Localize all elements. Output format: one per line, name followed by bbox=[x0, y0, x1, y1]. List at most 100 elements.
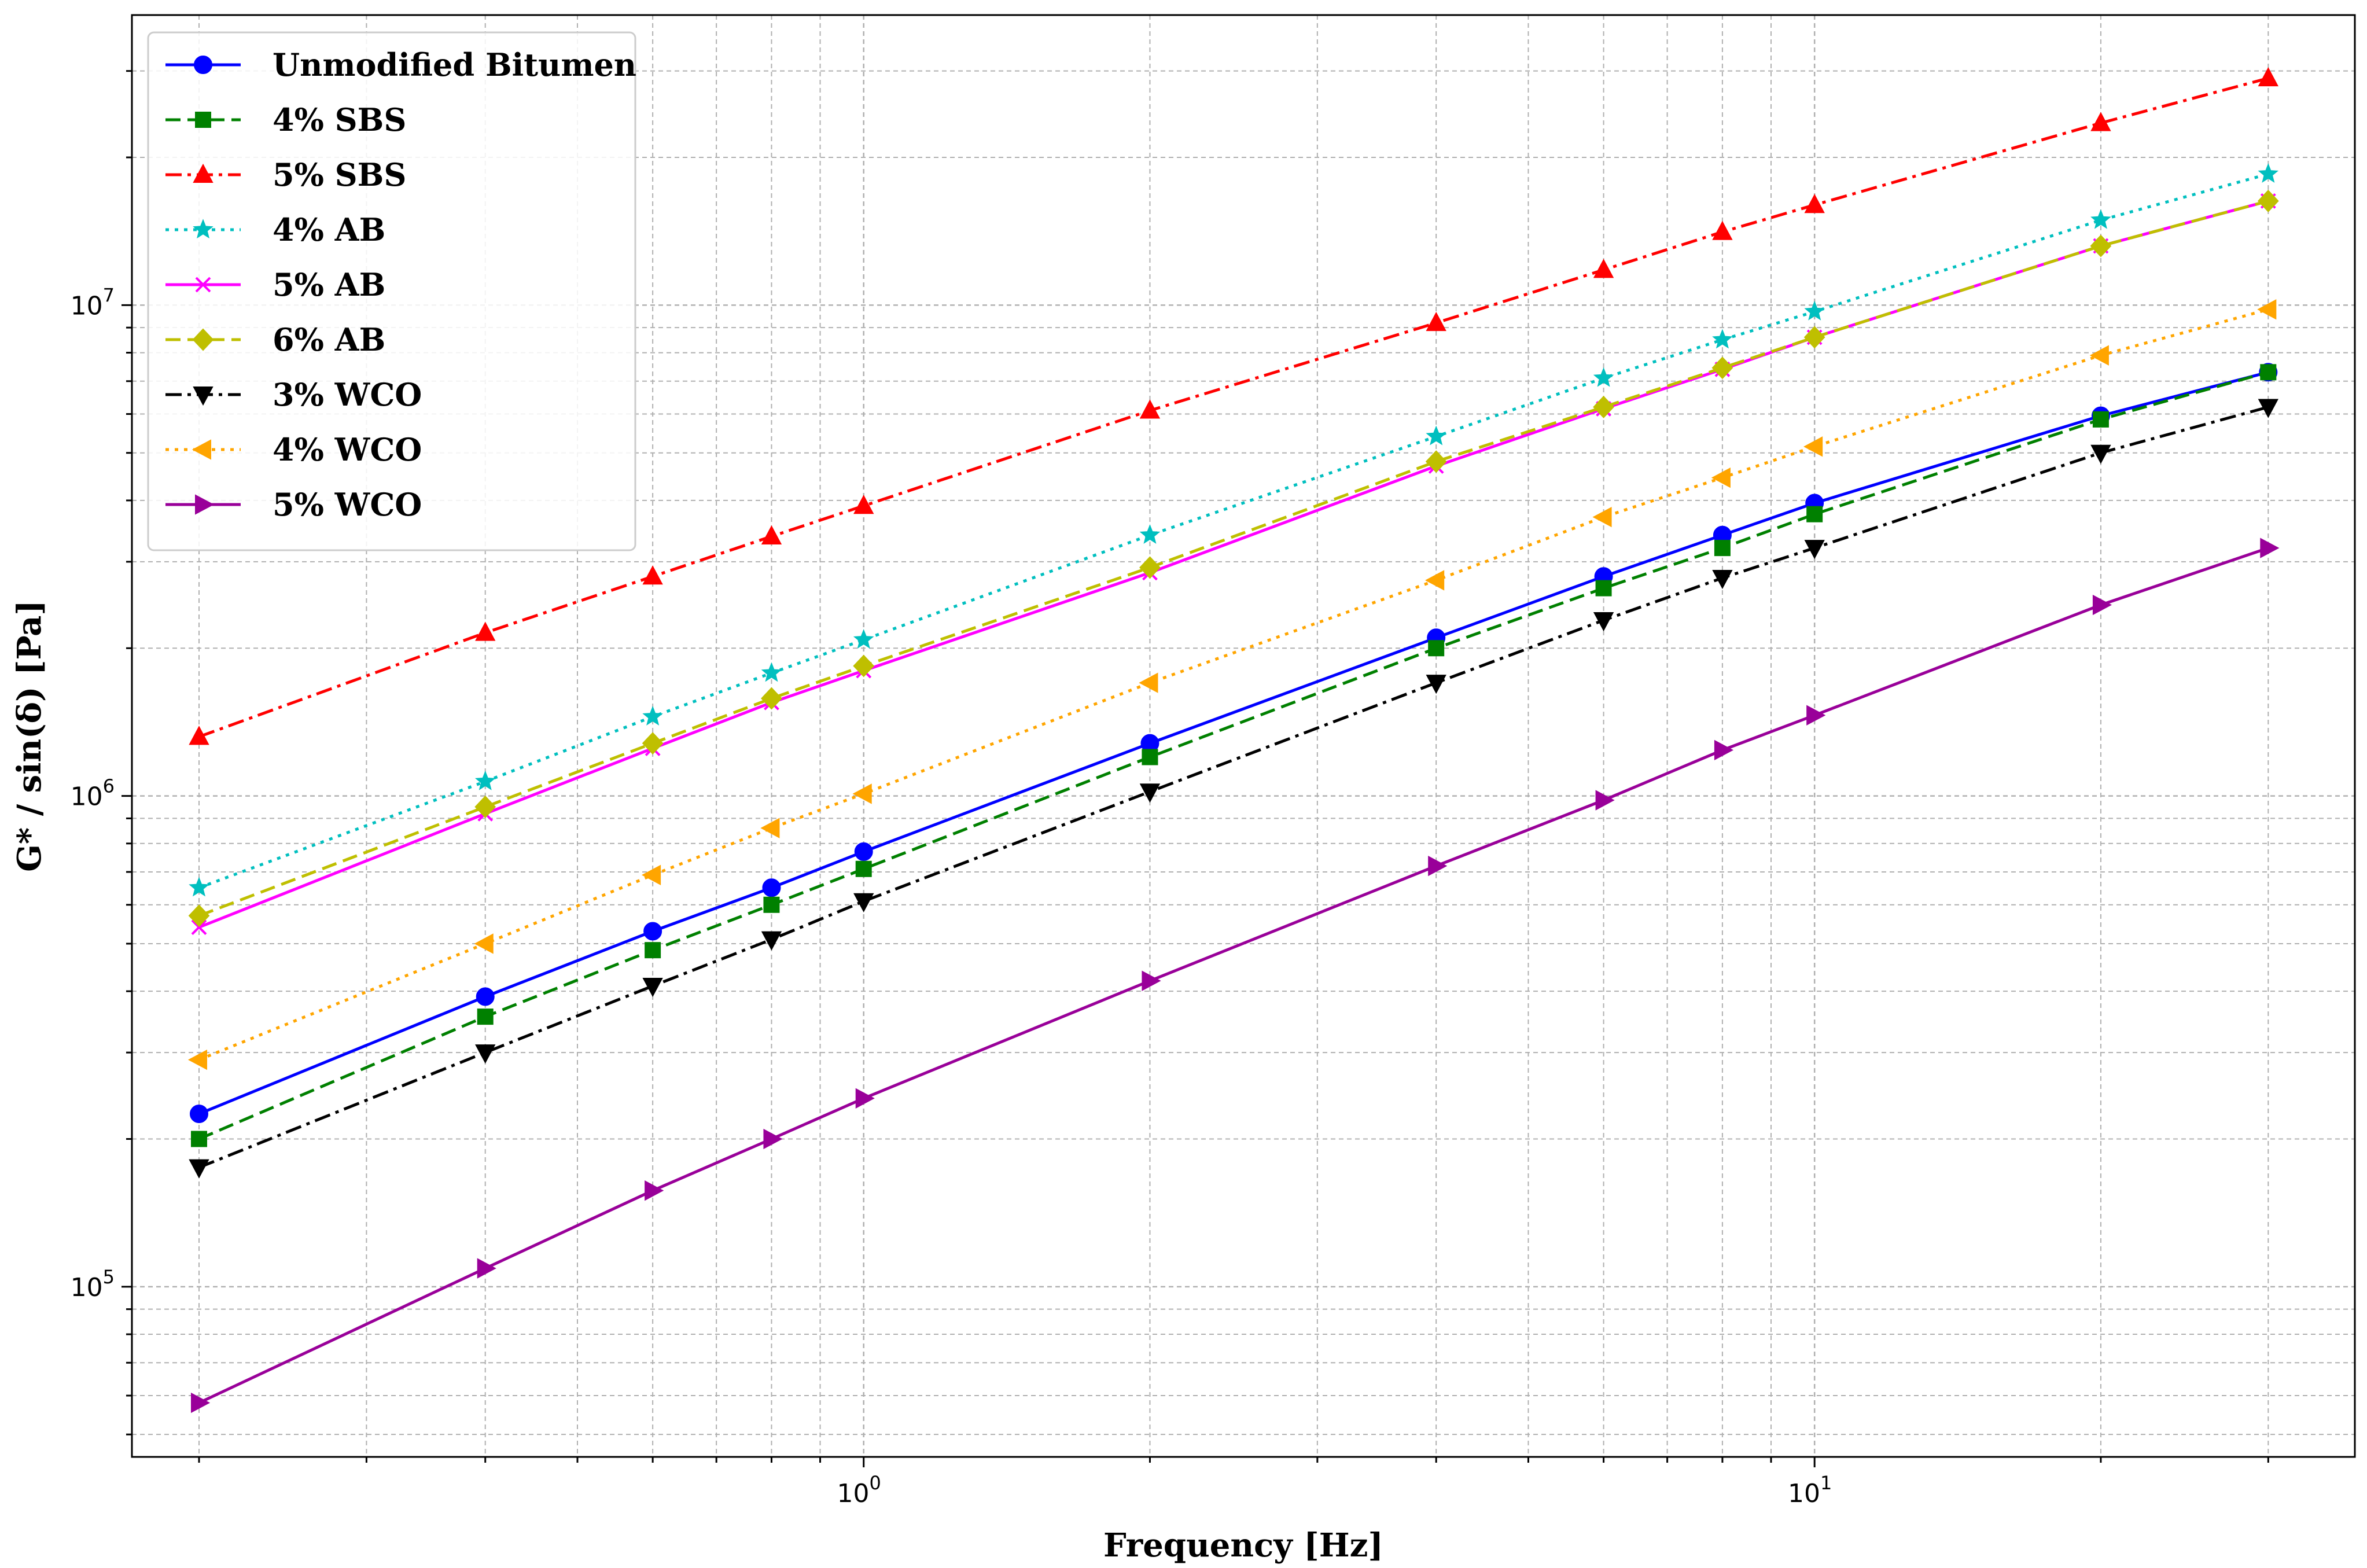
data-point bbox=[853, 893, 874, 912]
series-3 bbox=[189, 163, 2279, 897]
data-point bbox=[1139, 556, 1161, 579]
series-8 bbox=[190, 538, 2280, 1414]
data-point bbox=[763, 1128, 783, 1150]
y-tick-label: 105 bbox=[71, 1266, 115, 1302]
legend-marker bbox=[195, 494, 215, 515]
data-point bbox=[2257, 299, 2277, 320]
data-point bbox=[2258, 163, 2279, 183]
data-point bbox=[2089, 345, 2109, 366]
x-tick-label-base: 10 bbox=[1788, 1479, 1820, 1508]
series-line bbox=[198, 370, 2269, 1116]
data-point bbox=[1804, 540, 1825, 560]
legend-marker bbox=[193, 387, 213, 406]
y-tick-label-exponent: 5 bbox=[103, 1266, 115, 1288]
legend-marker bbox=[193, 163, 213, 183]
data-point bbox=[853, 654, 875, 678]
legend-label: Unmodified Bitumen bbox=[273, 46, 636, 83]
legend-marker bbox=[193, 219, 213, 239]
legend-item: 5% SBS bbox=[165, 156, 406, 193]
series-line bbox=[198, 370, 2269, 1140]
data-point bbox=[474, 796, 496, 818]
data-point bbox=[1593, 396, 1614, 418]
data-point bbox=[642, 864, 661, 885]
data-point bbox=[1426, 311, 1446, 332]
y-tick-label-base: 10 bbox=[71, 1273, 103, 1302]
data-point bbox=[1425, 570, 1445, 591]
series-5 bbox=[188, 189, 2279, 927]
data-point bbox=[2090, 209, 2111, 229]
data-point bbox=[643, 922, 662, 941]
data-point bbox=[188, 904, 210, 927]
data-point bbox=[476, 987, 495, 1006]
minor-grid bbox=[132, 15, 2355, 1457]
data-point bbox=[1712, 329, 1733, 349]
y-tick-label: 107 bbox=[71, 284, 115, 321]
legend-item: 4% WCO bbox=[165, 431, 422, 468]
data-point bbox=[761, 662, 782, 682]
data-point bbox=[1426, 425, 1446, 446]
data-point bbox=[1428, 855, 1448, 877]
data-point bbox=[1804, 300, 1825, 321]
data-point bbox=[474, 770, 496, 790]
data-point bbox=[761, 931, 782, 951]
legend-item: 5% AB bbox=[165, 266, 385, 303]
x-tick-label: 100 bbox=[837, 1472, 881, 1508]
data-point bbox=[2090, 444, 2111, 464]
data-point bbox=[190, 1392, 211, 1414]
series-line bbox=[198, 546, 2269, 1404]
data-point bbox=[189, 726, 209, 745]
series-line bbox=[198, 172, 2269, 889]
data-point bbox=[1714, 540, 1731, 557]
data-point bbox=[1428, 640, 1445, 657]
data-point bbox=[1803, 326, 1825, 349]
legend-label: 4% SBS bbox=[273, 101, 406, 138]
data-point bbox=[853, 495, 874, 514]
y-tick-label: 106 bbox=[71, 775, 115, 812]
data-point bbox=[477, 1258, 496, 1279]
data-point bbox=[854, 842, 873, 861]
legend-label: 5% WCO bbox=[273, 486, 422, 523]
x-axis-ticks: 100 101 bbox=[198, 1457, 2269, 1508]
y-tick-label-base: 10 bbox=[71, 782, 103, 812]
data-point bbox=[477, 1008, 494, 1025]
series-line bbox=[198, 76, 2269, 738]
data-point bbox=[642, 732, 664, 755]
legend-marker bbox=[192, 328, 214, 351]
series-2 bbox=[189, 67, 2278, 745]
data-point bbox=[1142, 970, 1161, 991]
data-point bbox=[853, 629, 874, 649]
data-point bbox=[761, 525, 782, 544]
data-point bbox=[187, 1049, 207, 1070]
data-point bbox=[1592, 506, 1612, 528]
data-point bbox=[1595, 580, 1612, 597]
legend-marker bbox=[195, 277, 211, 293]
legend-label: 5% AB bbox=[273, 266, 385, 303]
data-point bbox=[762, 878, 781, 897]
data-point bbox=[2258, 67, 2278, 87]
series-layer bbox=[187, 67, 2280, 1414]
series-1 bbox=[190, 364, 2277, 1147]
data-point bbox=[855, 860, 872, 877]
y-tick-label-base: 10 bbox=[71, 291, 103, 321]
data-point bbox=[1425, 450, 1447, 473]
data-point bbox=[189, 877, 209, 897]
data-point bbox=[763, 896, 780, 913]
legend-label: 4% AB bbox=[273, 211, 385, 248]
data-point bbox=[1806, 705, 1826, 726]
y-tick-label-exponent: 7 bbox=[103, 284, 115, 306]
data-point bbox=[1139, 524, 1161, 544]
data-point bbox=[2258, 399, 2278, 418]
data-point bbox=[189, 1159, 209, 1179]
y-tick-label-exponent: 6 bbox=[103, 775, 115, 797]
data-point bbox=[645, 942, 661, 959]
legend-label: 6% AB bbox=[273, 321, 385, 358]
series-line bbox=[198, 199, 2269, 918]
legend-item: 4% SBS bbox=[165, 101, 406, 138]
data-point bbox=[189, 1105, 208, 1124]
series-line bbox=[198, 308, 2269, 1061]
data-point bbox=[2090, 234, 2112, 257]
data-point bbox=[855, 1088, 875, 1109]
x-tick-label: 101 bbox=[1788, 1472, 1832, 1508]
data-point bbox=[642, 978, 663, 998]
